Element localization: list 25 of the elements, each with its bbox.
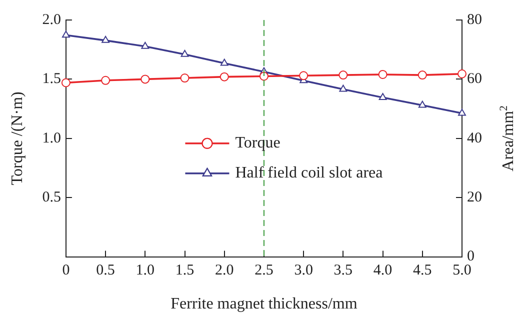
x-tick-label: 0 bbox=[62, 262, 70, 279]
legend-label: Half field coil slot area bbox=[235, 164, 383, 182]
x-tick-label: 4.5 bbox=[413, 262, 432, 279]
y-axis-title: Torque /(N·m) bbox=[8, 92, 26, 186]
x-tick-label: 1.0 bbox=[136, 262, 155, 279]
x-tick-label: 3.0 bbox=[294, 262, 313, 279]
x-tick-label: 5.0 bbox=[452, 262, 472, 279]
y2-tick-label: 60 bbox=[467, 71, 482, 88]
x-tick-label: 4.0 bbox=[373, 262, 392, 279]
x-axis-title: Ferrite magnet thickness/mm bbox=[170, 296, 358, 313]
y2-tick-label: 80 bbox=[467, 12, 482, 28]
legend-label: Torque bbox=[235, 134, 280, 152]
y-tick-label: 1.5 bbox=[42, 71, 61, 88]
x-tick-label: 2.5 bbox=[254, 262, 274, 279]
x-tick-label: 1.5 bbox=[175, 262, 194, 279]
y-tick-label: 2.0 bbox=[42, 12, 61, 28]
y2-tick-label: 20 bbox=[467, 190, 482, 206]
x-tick-label: 2.0 bbox=[214, 262, 234, 279]
y-tick-label: 1.0 bbox=[42, 130, 61, 146]
y2-tick-label: 0 bbox=[467, 248, 474, 265]
x-tick-label: 3.5 bbox=[334, 262, 353, 279]
y2-axis-title: Area/mm2 bbox=[498, 105, 517, 172]
y-tick-label: 0.5 bbox=[42, 190, 61, 206]
y2-tick-label: 40 bbox=[467, 130, 482, 146]
x-tick-label: 0.5 bbox=[96, 262, 115, 279]
